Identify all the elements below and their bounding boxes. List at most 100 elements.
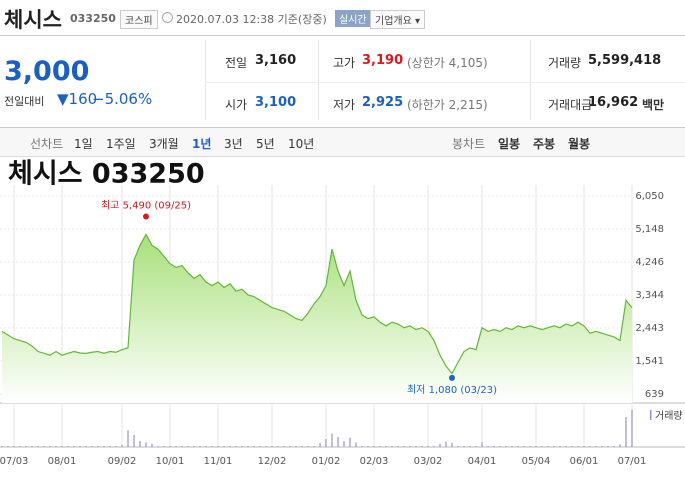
volume-bar — [481, 442, 483, 447]
volume-bar — [613, 446, 615, 447]
volume-bar — [205, 446, 207, 447]
company-text: 기업개요 — [375, 16, 412, 27]
stock-name: 체시스 — [4, 8, 62, 32]
volume-bar — [109, 446, 111, 447]
volume-bar — [565, 446, 567, 447]
volume-bar — [1, 446, 3, 447]
candle-tab[interactable]: 주봉 — [533, 137, 556, 151]
realtime-badge[interactable]: 실시간 — [335, 10, 371, 27]
stat-label: 거래대금 — [548, 98, 593, 112]
volume-bar — [595, 446, 597, 447]
stat-value: 3,160 — [255, 53, 297, 68]
volume-bar — [559, 446, 561, 447]
volume-bar — [115, 446, 117, 447]
volume-bar — [523, 446, 525, 447]
x-tick-label: 08/01 — [48, 456, 77, 467]
volume-bar — [379, 446, 381, 447]
volume-bar — [73, 446, 75, 447]
candle-tab[interactable]: 일봉 — [498, 137, 521, 151]
high-marker — [143, 213, 149, 220]
volume-bar — [607, 446, 609, 447]
volume-bar — [511, 446, 513, 447]
stat-value: 3,190 — [362, 53, 404, 68]
change-value: 160 — [68, 90, 98, 108]
y-tick-label: 639 — [645, 389, 664, 400]
volume-bar — [61, 446, 63, 447]
volume-bar — [97, 446, 99, 447]
x-tick-label: 03/02 — [414, 456, 443, 467]
price-line — [1, 233, 633, 375]
change-label: 전일대비 — [4, 95, 45, 108]
stat-value: 5,599,418 — [588, 53, 662, 68]
volume-bar — [49, 446, 51, 447]
tab-label: 선차트 — [30, 137, 64, 151]
volume-bar — [295, 446, 297, 447]
period-tab[interactable]: 3년 — [224, 137, 243, 151]
volume-bar — [7, 446, 9, 447]
divider — [318, 40, 319, 120]
volume-bar — [223, 446, 225, 447]
volume-bar — [235, 446, 237, 447]
stat-label: 고가 — [333, 56, 356, 70]
company-button[interactable]: 기업개요 ▾ — [370, 10, 426, 29]
low-marker — [449, 374, 455, 381]
stat-label: 시가 — [225, 98, 248, 112]
volume-bar — [139, 441, 141, 447]
volume-bar — [211, 446, 213, 447]
divider — [530, 40, 531, 120]
volume-bar — [289, 446, 291, 447]
change: ▼160 — [57, 90, 98, 108]
chart-title: 체시스 033250 — [8, 159, 205, 190]
period-tab[interactable]: 1년 — [192, 137, 212, 151]
volume-bar — [55, 446, 57, 447]
volume-bar — [571, 446, 573, 447]
tab-label: 봉차트 — [452, 137, 486, 151]
volume-bar — [193, 446, 195, 447]
volume-bar — [127, 430, 129, 447]
period-tab[interactable]: 5년 — [256, 137, 275, 151]
stat-extra: (하한가 2,215) — [407, 98, 488, 112]
volume-bar — [619, 444, 621, 447]
volume-bar — [409, 446, 411, 447]
price: 3,000 — [4, 56, 90, 87]
volume-bar — [217, 446, 219, 447]
volume-bar — [25, 446, 27, 447]
period-tab[interactable]: 1주일 — [106, 137, 136, 151]
chart: 체시스 033250 07/03 08/01 09/02 10/01 11/01 12/0… — [0, 159, 685, 467]
volume-bar — [349, 437, 351, 447]
high-label: 최고 5,490 (09/25) — [101, 199, 191, 211]
y-tick-label: 4,246 — [635, 257, 664, 268]
stat-label: 거래량 — [548, 56, 582, 70]
volume-bar — [373, 446, 375, 447]
volume-bar — [535, 446, 537, 447]
x-tick-label: 10/01 — [156, 456, 185, 467]
stat-extra: (상한가 4,105) — [407, 56, 488, 70]
volume-bar — [625, 417, 627, 447]
volume-bar — [259, 446, 261, 447]
volume-bar — [385, 446, 387, 447]
volume-bar — [337, 437, 339, 447]
period-tab[interactable]: 3개월 — [149, 137, 179, 151]
volume-legend-mark — [650, 410, 652, 420]
volume-bar — [229, 446, 231, 447]
volume-bar — [187, 446, 189, 447]
stock-code: 033250 — [70, 12, 116, 25]
volume-bar — [361, 446, 363, 447]
volume-bar — [31, 446, 33, 447]
stat-value: 16,962 — [588, 95, 639, 110]
volume-bar — [43, 446, 45, 447]
period-tab[interactable]: 10년 — [288, 137, 315, 151]
stat-label: 전일 — [225, 56, 248, 70]
x-tick-label: 11/01 — [204, 456, 233, 467]
x-tick-label: 06/01 — [570, 456, 599, 467]
volume-bar — [79, 446, 81, 447]
y-tick-label: 1,541 — [635, 356, 664, 367]
x-tick-label: 12/02 — [258, 456, 287, 467]
timestamp: 2020.07.03 12:38 기준(장중) — [176, 13, 327, 26]
volume-bar — [241, 446, 243, 447]
market-badge: 코스피 — [120, 10, 158, 29]
candle-tab[interactable]: 월봉 — [568, 137, 591, 151]
volume-bar — [181, 446, 183, 447]
y-tick-label: 5,148 — [635, 224, 664, 235]
period-tab[interactable]: 1일 — [74, 137, 93, 151]
